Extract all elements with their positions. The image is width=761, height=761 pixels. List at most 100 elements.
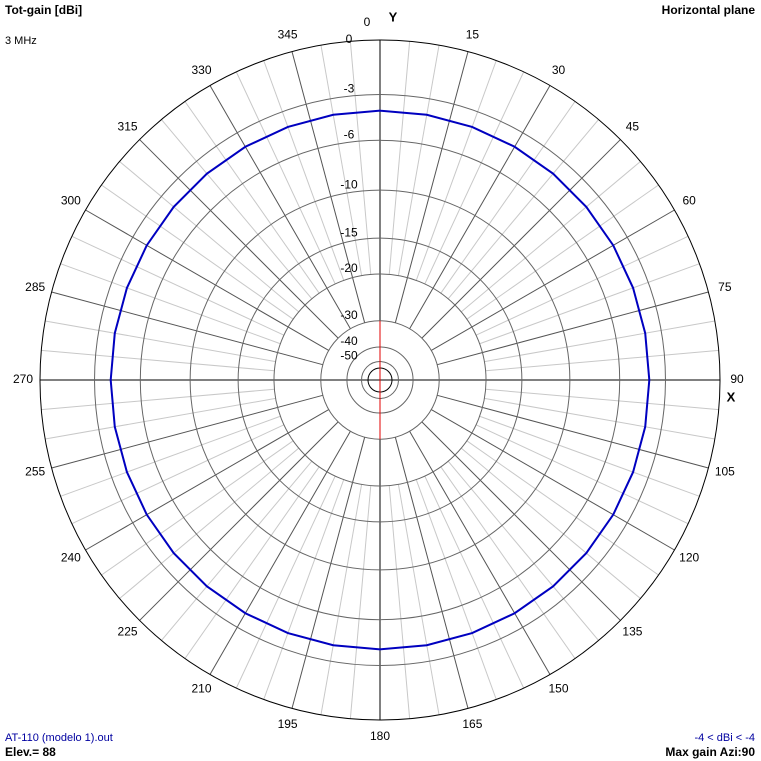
minor-spoke [479, 263, 700, 345]
angle-label: 345 [278, 27, 298, 41]
angle-label: 330 [191, 63, 211, 77]
minor-spoke [263, 479, 345, 700]
minor-spoke [424, 475, 525, 689]
file-name: AT-110 (modelo 1).out [5, 732, 113, 744]
angle-label: 300 [61, 194, 81, 208]
angle-label: 120 [679, 551, 699, 565]
angle-label: 255 [25, 465, 45, 479]
minor-spoke [460, 447, 641, 599]
minor-spoke [41, 349, 275, 372]
chart-title: Tot-gain [dBi] [5, 3, 82, 17]
minor-spoke [60, 263, 281, 345]
r-tick-label: -15 [340, 225, 358, 239]
grid [39, 39, 721, 721]
minor-spoke [424, 71, 525, 285]
minor-spoke [349, 41, 372, 275]
angle-label: 60 [682, 194, 696, 208]
angle-label: 210 [191, 681, 211, 695]
minor-spoke [415, 60, 497, 281]
r-tick-label: -3 [344, 82, 355, 96]
x-axis-label: X [727, 389, 736, 404]
minor-spoke [466, 184, 659, 320]
angle-label: 150 [548, 681, 568, 695]
minor-spoke [415, 479, 497, 700]
minor-spoke [235, 71, 336, 285]
angle-label: 30 [552, 63, 566, 77]
angle-label: 315 [118, 120, 138, 134]
minor-spoke [71, 235, 285, 336]
minor-spoke [45, 397, 276, 440]
frequency: 3 MHz [5, 35, 37, 47]
r-tick-label: -20 [340, 261, 358, 275]
angle-label: 165 [462, 717, 482, 731]
minor-spoke [440, 466, 576, 659]
r-tick-label: -30 [340, 308, 358, 322]
minor-spoke [475, 235, 689, 336]
r-tick-label: -6 [344, 127, 355, 141]
minor-spoke [397, 484, 440, 715]
angle-label: 15 [466, 27, 480, 41]
chart-subtitle: Horizontal plane [662, 3, 756, 17]
labels: Tot-gain [dBi] Horizontal plane 3 MHz Y … [5, 3, 755, 759]
ring [237, 237, 523, 523]
minor-spoke [119, 161, 300, 313]
ring [139, 139, 621, 621]
minor-spoke [388, 485, 411, 719]
ring [94, 94, 666, 666]
angle-label: 90 [730, 372, 744, 386]
minor-spoke [60, 415, 281, 497]
minor-spoke [184, 466, 320, 659]
angle-label: 135 [622, 625, 642, 639]
angle-label: 45 [626, 120, 640, 134]
r-tick-label: -50 [340, 349, 358, 363]
minor-spoke [447, 460, 599, 641]
r-tick-label: 0 [346, 32, 353, 46]
r-tick-label: -40 [340, 334, 358, 348]
minor-spoke [440, 101, 576, 294]
angle-label: 240 [61, 551, 81, 565]
angle-label: 270 [13, 372, 33, 386]
minor-spoke [484, 397, 715, 440]
minor-spoke [320, 484, 363, 715]
ring [273, 273, 487, 487]
minor-spoke [161, 460, 313, 641]
angle-label: 225 [118, 625, 138, 639]
angle-label: 75 [718, 280, 732, 294]
elevation: Elev.= 88 [5, 745, 56, 759]
minor-spoke [484, 320, 715, 363]
minor-spoke [41, 388, 275, 411]
angle-label: 285 [25, 280, 45, 294]
minor-spoke [101, 184, 294, 320]
minor-spoke [263, 60, 345, 281]
r-tick-label: -10 [340, 177, 358, 191]
ring [189, 189, 571, 571]
minor-spoke [119, 447, 300, 599]
gain-pattern [109, 109, 651, 651]
minor-spoke [235, 475, 336, 689]
minor-spoke [466, 440, 659, 576]
angle-label: 195 [278, 717, 298, 731]
angle-label: 180 [370, 729, 390, 743]
minor-spoke [479, 415, 700, 497]
minor-spoke [460, 161, 641, 313]
minor-spoke [485, 349, 719, 372]
minor-spoke [447, 119, 599, 300]
gain-range: -4 < dBi < -4 [694, 732, 755, 744]
minor-spoke [71, 424, 285, 525]
minor-spoke [320, 45, 363, 276]
minor-spoke [475, 424, 689, 525]
y-axis-label: Y [389, 9, 398, 24]
marks [109, 109, 651, 651]
ring [39, 39, 721, 721]
minor-spoke [101, 440, 294, 576]
minor-spoke [485, 388, 719, 411]
angle-label: 0 [364, 15, 371, 29]
minor-spoke [397, 45, 440, 276]
max-gain: Max gain Azi:90 [665, 745, 755, 759]
angle-label: 105 [715, 465, 735, 479]
minor-spoke [184, 101, 320, 294]
minor-spoke [349, 485, 372, 719]
minor-spoke [161, 119, 313, 300]
